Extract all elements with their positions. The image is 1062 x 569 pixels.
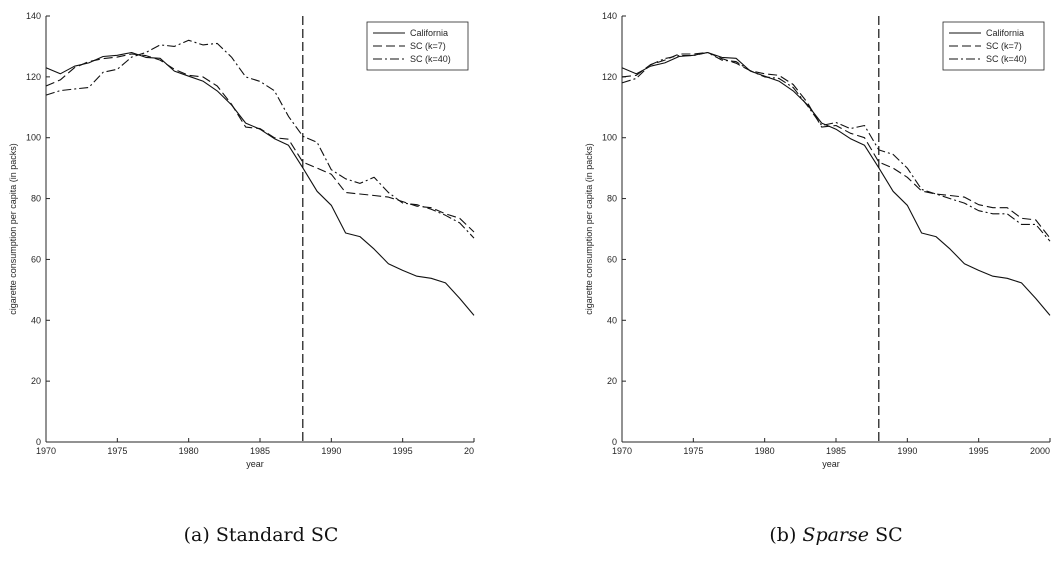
y-tick-label: 100 <box>602 133 617 143</box>
legend-box <box>942 21 1045 71</box>
y-tick-label: 140 <box>26 11 41 21</box>
x-tick-label: 1975 <box>683 446 703 456</box>
y-tick-label: 40 <box>31 315 41 325</box>
legend-box <box>366 21 469 71</box>
y-tick-label: 40 <box>607 315 617 325</box>
x-tick-label: 1970 <box>36 446 56 456</box>
legend-label: California <box>410 28 448 38</box>
series-line-solid <box>45 51 475 316</box>
series-line-dashdot <box>45 39 475 239</box>
x-tick-label: 1985 <box>250 446 270 456</box>
x-tick-label: 1995 <box>393 446 413 456</box>
legend: California SC (k=7) SC (k=40) <box>366 21 469 71</box>
chart-b: 0 20 40 60 80 100 120 140 1970 1975 1980 1985 1990 19… <box>584 11 1051 469</box>
y-tick-label: 0 <box>612 437 617 447</box>
x-tick-label: 1975 <box>107 446 127 456</box>
series-line-dashed <box>45 53 475 233</box>
y-tick-label: 140 <box>602 11 617 21</box>
y-tick-label: 80 <box>607 194 617 204</box>
legend-label: SC (k=7) <box>986 41 1022 51</box>
x-tick-label: 1980 <box>755 446 775 456</box>
series-line-solid <box>621 51 1051 316</box>
y-tick-label: 60 <box>31 254 41 264</box>
x-tick-label: 1990 <box>321 446 341 456</box>
caption-a: (a) Standard SC <box>183 524 339 546</box>
x-tick-label: 2000 <box>1030 446 1050 456</box>
y-tick-label: 20 <box>607 376 617 386</box>
y-tick-label: 0 <box>36 437 41 447</box>
legend: California SC (k=7) SC (k=40) <box>942 21 1045 71</box>
x-tick-label: 20 <box>464 446 474 456</box>
y-tick-label: 120 <box>602 72 617 82</box>
y-axis-label: cigarette consumption per capita (in pac… <box>8 143 18 315</box>
x-tick-label: 1985 <box>826 446 846 456</box>
x-axis-label: year <box>246 459 264 469</box>
x-axis-label: year <box>822 459 840 469</box>
y-tick-label: 20 <box>31 376 41 386</box>
y-axis-label: cigarette consumption per capita (in pac… <box>584 143 594 315</box>
y-tick-label: 60 <box>607 254 617 264</box>
series-line-dashed <box>621 51 1051 239</box>
series-line-dashdot <box>621 51 1051 242</box>
legend-label: SC (k=40) <box>986 54 1027 64</box>
x-tick-label: 1970 <box>612 446 632 456</box>
y-tick-label: 80 <box>31 194 41 204</box>
caption-b: (b) Sparse SC <box>769 524 903 546</box>
x-tick-label: 1995 <box>969 446 989 456</box>
chart-a: 0 20 40 60 80 100 120 140 1970 1975 1980 1985 1990 19… <box>8 11 475 469</box>
legend-label: SC (k=7) <box>410 41 446 51</box>
x-tick-label: 1990 <box>897 446 917 456</box>
legend-label: California <box>986 28 1024 38</box>
y-tick-label: 100 <box>26 133 41 143</box>
y-tick-label: 120 <box>26 72 41 82</box>
x-tick-label: 1980 <box>179 446 199 456</box>
legend-label: SC (k=40) <box>410 54 451 64</box>
